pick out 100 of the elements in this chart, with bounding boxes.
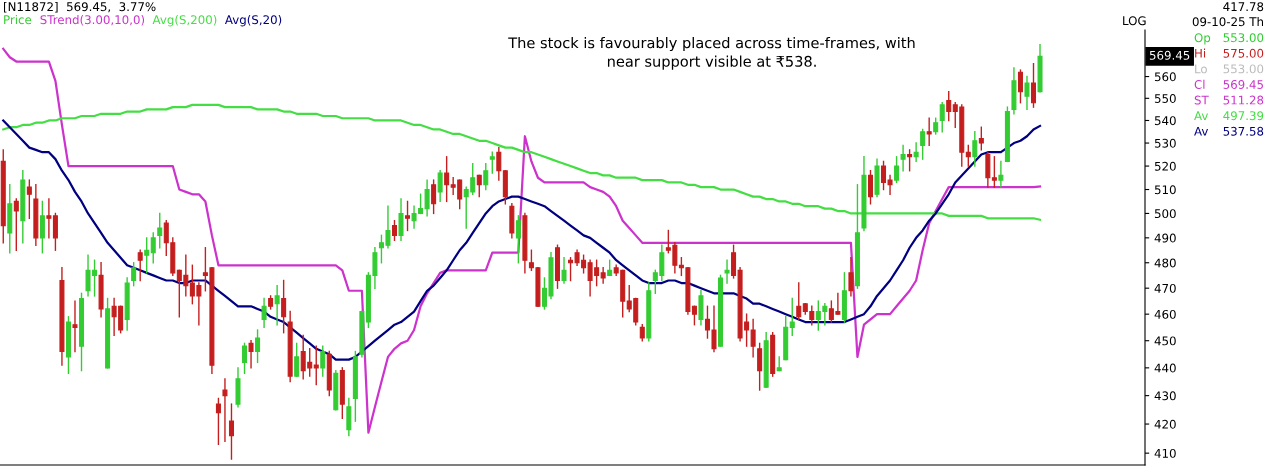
text: ST bbox=[1194, 95, 1209, 105]
y-tick-label: 430 bbox=[1154, 391, 1176, 401]
candlestick bbox=[346, 397, 352, 437]
text: Av bbox=[1194, 126, 1209, 136]
candlestick bbox=[489, 151, 495, 174]
text: STrend(3.00,10,0) bbox=[40, 15, 145, 26]
candlestick bbox=[972, 131, 978, 167]
y-tick-label: 500 bbox=[1154, 209, 1176, 219]
y-tick-label: 440 bbox=[1154, 363, 1176, 373]
candlestick bbox=[131, 262, 137, 287]
candlestick bbox=[294, 342, 300, 377]
candlestick bbox=[515, 215, 521, 264]
candlestick bbox=[437, 170, 443, 203]
candlestick bbox=[26, 179, 32, 219]
candlestick bbox=[444, 156, 450, 203]
annotation: The stock is favourably placed across time-frames, with near support visible at ₹538. bbox=[508, 37, 915, 70]
candlestick bbox=[228, 403, 234, 460]
text: 569.45 bbox=[1149, 50, 1190, 60]
candlestick bbox=[913, 142, 919, 163]
text: Lo bbox=[1195, 64, 1207, 74]
candlestick bbox=[431, 179, 437, 215]
y-tick-label: 480 bbox=[1154, 258, 1176, 268]
candlestick bbox=[281, 279, 287, 334]
text: 511.28 bbox=[1223, 95, 1264, 105]
text: Avg(S,200) bbox=[152, 15, 217, 27]
candlestick bbox=[796, 282, 802, 321]
text: 09-10-25 Th bbox=[1192, 17, 1263, 27]
candlestick bbox=[215, 397, 221, 446]
candlestick bbox=[150, 232, 156, 264]
candlestick bbox=[274, 284, 280, 326]
text: Avg(S,20) bbox=[224, 15, 282, 27]
candlestick bbox=[998, 160, 1004, 188]
candlestick bbox=[405, 200, 411, 232]
y-tick-label: 550 bbox=[1154, 94, 1176, 103]
candlestick bbox=[313, 345, 319, 386]
candlestick bbox=[920, 128, 926, 160]
y-tick-label: 470 bbox=[1154, 283, 1176, 293]
candlestick bbox=[900, 144, 906, 172]
candlestick bbox=[13, 198, 19, 251]
candlestick bbox=[561, 257, 567, 284]
y-tick-label: 520 bbox=[1154, 161, 1176, 171]
candlestick bbox=[242, 342, 248, 375]
y-tick-label: 530 bbox=[1154, 138, 1176, 148]
chart-title: [N11872] 569.45, 3.77% bbox=[4, 2, 156, 13]
text: LOG bbox=[1123, 16, 1146, 26]
candlestick bbox=[946, 91, 952, 122]
candlestick bbox=[965, 144, 971, 167]
y-tick-label: 540 bbox=[1154, 116, 1176, 126]
candlestick bbox=[157, 212, 163, 249]
candlestick bbox=[757, 342, 763, 391]
candlestick bbox=[144, 237, 150, 274]
candlestick bbox=[391, 220, 398, 242]
candlestick bbox=[261, 297, 267, 329]
candlestick bbox=[1030, 62, 1037, 108]
text: 417.78 bbox=[1223, 2, 1264, 12]
candlestick bbox=[1024, 75, 1030, 111]
candlestick bbox=[848, 257, 854, 297]
y-tick-label: 420 bbox=[1154, 419, 1176, 429]
text: Op bbox=[1194, 33, 1211, 45]
line-series bbox=[2, 103, 1042, 221]
candlestick bbox=[398, 198, 404, 242]
text: Av bbox=[1194, 111, 1209, 120]
y-tick-label: 410 bbox=[1154, 448, 1176, 458]
y-tick-label: 510 bbox=[1154, 185, 1176, 195]
candlestick bbox=[255, 329, 261, 364]
candlestick bbox=[991, 156, 997, 188]
text: Price bbox=[4, 15, 32, 25]
y-tick-label: 450 bbox=[1154, 336, 1176, 346]
candlestick bbox=[939, 102, 945, 133]
candlestick bbox=[907, 149, 913, 172]
candlestick bbox=[698, 290, 704, 326]
candlestick bbox=[985, 151, 991, 188]
text: 575.00 bbox=[1223, 48, 1264, 58]
text: Hi bbox=[1195, 48, 1206, 58]
candlestick bbox=[496, 146, 502, 181]
text: 553.00 bbox=[1223, 64, 1264, 74]
candlestick bbox=[72, 300, 78, 353]
candlestick bbox=[867, 170, 873, 205]
candlestick bbox=[724, 259, 730, 284]
candlestick bbox=[750, 318, 756, 358]
y-tick-label: 490 bbox=[1154, 233, 1176, 243]
candlestick bbox=[978, 126, 984, 151]
candlestick bbox=[600, 267, 606, 284]
candlestick bbox=[320, 345, 326, 377]
text: Cl bbox=[1194, 79, 1205, 89]
y-tick-label: 460 bbox=[1154, 309, 1176, 319]
candlestick bbox=[248, 340, 254, 369]
text: 537.58 bbox=[1223, 126, 1264, 136]
y-tick-label: 560 bbox=[1154, 72, 1176, 82]
candlestick bbox=[926, 117, 932, 147]
candlestick bbox=[222, 378, 228, 443]
candlestick bbox=[483, 163, 489, 191]
candlestick bbox=[39, 200, 45, 254]
text: 497.39 bbox=[1223, 111, 1264, 121]
candlestick bbox=[1017, 69, 1023, 104]
candlestick bbox=[789, 297, 795, 337]
candlestick bbox=[137, 249, 143, 282]
text: 553.00 bbox=[1223, 33, 1264, 43]
candlestick bbox=[476, 174, 482, 198]
text: 569.45 bbox=[1223, 80, 1263, 89]
